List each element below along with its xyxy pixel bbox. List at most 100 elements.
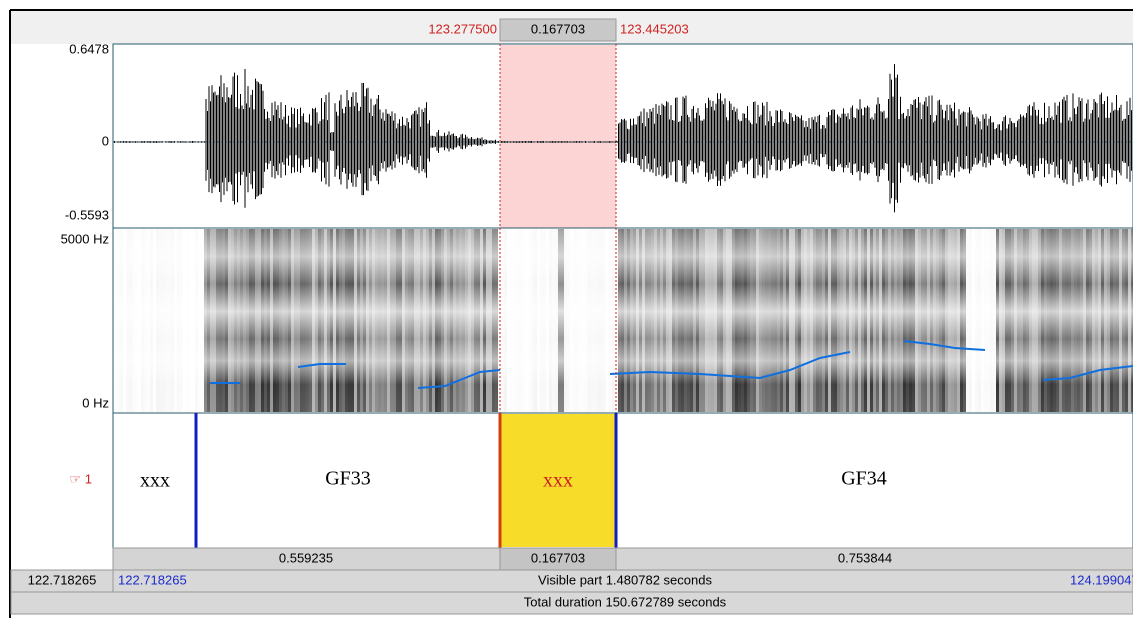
spectrogram-column [282,229,285,412]
spectrogram-column [423,229,426,412]
spectrogram-column [711,229,714,412]
spectrogram-column [369,229,372,412]
duration-label[interactable]: 0.167703 [531,550,585,565]
spectrogram-column [396,229,399,412]
spectrogram-column [210,229,213,412]
interval-text[interactable]: GF34 [841,468,887,490]
spectrogram-column [636,229,639,412]
spectrogram-column [459,229,462,412]
spectrogram-column [1041,229,1044,412]
spectrogram-column [501,229,504,412]
spectrogram-column [984,229,987,412]
spectrogram-column [765,229,768,412]
interval-text[interactable]: GF33 [325,468,371,490]
spectrogram-column [522,229,525,412]
spectrogram-column [342,229,345,412]
spectrogram-column [225,229,228,412]
spectrogram-column [432,229,435,412]
spectrogram-column [165,229,168,412]
spectrogram-column [516,229,519,412]
spectrogram-column [135,229,138,412]
selected-interval[interactable] [501,414,616,547]
spectrogram-column [714,229,717,412]
spectrogram-column [465,229,468,412]
spectrogram-column [795,229,798,412]
spectrogram [120,229,1133,412]
spectrogram-column [981,229,984,412]
spectrogram-column [672,229,675,412]
spectrogram-column [789,229,792,412]
spectrogram-column [159,229,162,412]
total-row[interactable] [10,591,1133,615]
spectrogram-column [552,229,555,412]
spectrogram-column [288,229,291,412]
spectrogram-column [975,229,978,412]
waveform [113,64,1132,213]
spectrogram-column [276,229,279,412]
spectrogram-column [969,229,972,412]
spectrogram-column [129,229,132,412]
spectrogram-column [1107,229,1110,412]
spectrogram-column [825,229,828,412]
spectrogram-column [312,229,315,412]
spectrogram-column [894,229,897,412]
selection-duration-cell[interactable] [499,18,617,42]
spectrogram-column [156,229,159,412]
spectrogram-column [783,229,786,412]
spectrogram-column [792,229,795,412]
spectrogram-column [840,229,843,412]
spectrogram-column [258,229,261,412]
interval-text[interactable]: xxx [140,470,170,492]
spectrogram-column [771,229,774,412]
spectrogram-column [1086,229,1089,412]
spectrogram-column [480,229,483,412]
spectrogram-column [654,229,657,412]
spectrogram-column [993,229,996,412]
spectrogram-column [1131,229,1133,412]
spectrogram-column [978,229,981,412]
spectrogram-column [228,229,231,412]
interval-text[interactable]: xxx [543,470,573,492]
selection-duration: 0.167703 [531,21,585,36]
spectrogram-column [564,229,567,412]
spectrogram-column [780,229,783,412]
interval-tier[interactable] [112,412,1133,549]
spectrogram-column [435,229,438,412]
spectrogram-column [558,229,561,412]
spectrogram-column [1089,229,1092,412]
waveform-min-label: -0.5593 [65,207,109,222]
spectrogram-column [1050,229,1053,412]
spectrogram-column [1104,229,1107,412]
spectrogram-column [930,229,933,412]
spectrogram-column [381,229,384,412]
spectrogram-column [513,229,516,412]
spectrogram-column [921,229,924,412]
tier-label[interactable]: ☞ 1 [70,471,93,486]
spectrogram-column [1026,229,1029,412]
spectrogram-column [891,229,894,412]
spectrogram-column [600,229,603,412]
pitch-segment [417,369,501,389]
spectrogram-column [306,229,309,412]
spectrogram-column [624,229,627,412]
duration-label[interactable]: 0.559235 [279,550,333,565]
spectrogram-column [729,229,732,412]
spectrogram-column [1125,229,1128,412]
spectrogram-column [816,229,819,412]
spectrogram-column [483,229,486,412]
spectrogram-column [741,229,744,412]
duration-label[interactable]: 0.753844 [838,550,892,565]
spectrogram-column [120,229,123,412]
spectrogram-column [249,229,252,412]
spectrogram-column [987,229,990,412]
spectrogram-column [915,229,918,412]
spectrogram-column [234,229,237,412]
spectrogram-column [945,229,948,412]
spectrogram-column [726,229,729,412]
spectrogram-column [933,229,936,412]
spectrogram-column [270,229,273,412]
spectrogram-column [687,229,690,412]
spectrogram-column [1044,229,1047,412]
pitch-segment [609,351,851,380]
